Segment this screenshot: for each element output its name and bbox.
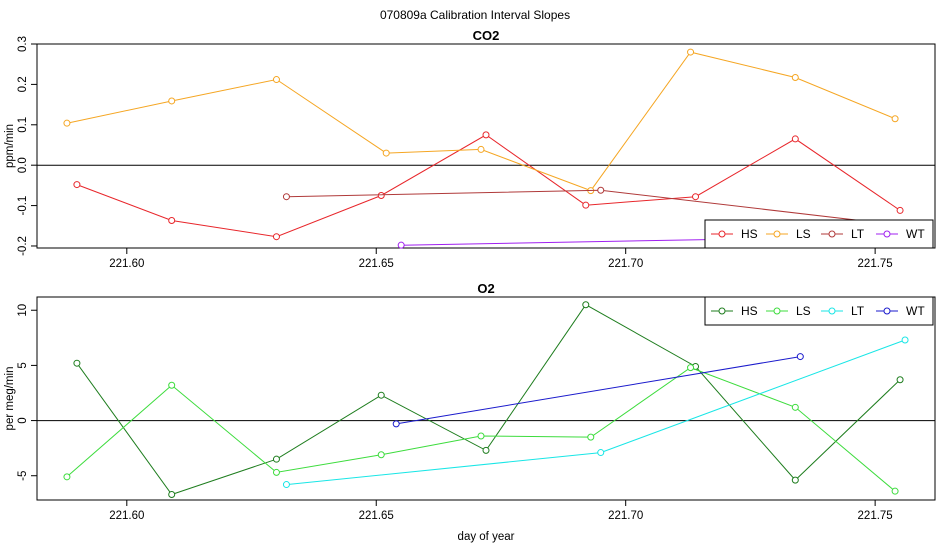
- co2-series-hs-point: [692, 193, 700, 201]
- o2-series-ls-point: [477, 432, 485, 440]
- o2-y-tick-label: 5: [17, 362, 29, 368]
- co2-legend-wt-swatch-point: [883, 230, 891, 238]
- o2-series-wt-point: [796, 353, 804, 361]
- o2-x-tick-label: 221.65: [359, 510, 394, 522]
- o2-legend-lt-swatch-point: [828, 307, 836, 315]
- co2-y-tick-label: -0.2: [17, 236, 29, 256]
- co2-panel-title: CO2: [473, 28, 500, 43]
- co2-series-hs-point: [582, 201, 590, 209]
- co2-legend-wt-label: WT: [906, 227, 925, 241]
- o2-series-hs-point: [272, 455, 280, 463]
- co2-y-tick-label: 0.0: [17, 157, 29, 173]
- co2-series-ls-point: [272, 76, 280, 84]
- o2-y-axis-label: per meg/min: [4, 367, 16, 431]
- co2-legend-hs-label: HS: [741, 227, 758, 241]
- co2-legend-ls-label: LS: [796, 227, 811, 241]
- co2-series-hs-point: [377, 191, 385, 199]
- o2-y-tick-label: -5: [17, 471, 29, 481]
- o2-series-ls-point: [272, 468, 280, 476]
- o2-series-hs-point: [791, 476, 799, 484]
- co2-x-tick-label: 221.60: [109, 258, 144, 270]
- o2-series-ls-point: [687, 364, 695, 372]
- o2-series-hs-point: [582, 301, 590, 309]
- o2-panel: O2 221.60 221.65 221.70 221.75 -5 0 5 10 per meg/…: [4, 281, 936, 543]
- co2-y-tick-label: 0.2: [17, 76, 29, 92]
- co2-series-hs-point: [168, 217, 176, 225]
- o2-series-hs-point: [482, 446, 490, 454]
- o2-legend-ls-label: LS: [796, 304, 811, 318]
- o2-series-ls-point: [891, 487, 899, 495]
- o2-panel-title: O2: [477, 281, 494, 296]
- co2-series-lt-point: [282, 193, 290, 201]
- co2-legend-ls-swatch-point: [773, 230, 781, 238]
- o2-series-lt-point: [282, 481, 290, 489]
- o2-legend-wt-label: WT: [906, 304, 925, 318]
- co2-series-hs-point: [791, 135, 799, 143]
- co2-panel: CO2 221.60 221.65 221.70 221.75 -0.2 -0.1 0.0 0.…: [4, 28, 936, 270]
- co2-series-ls-point: [687, 48, 695, 56]
- o2-legend: [704, 296, 934, 326]
- co2-y-tick-label: 0.3: [17, 36, 29, 52]
- co2-series-hs-point: [73, 181, 81, 189]
- co2-legend-lt-swatch-point: [828, 230, 836, 238]
- co2-series-ls-point: [382, 149, 390, 157]
- o2-y-tick-label: 0: [17, 417, 29, 423]
- co2-legend-hs-swatch-point: [718, 230, 726, 238]
- co2-x-tick-label: 221.65: [359, 258, 394, 270]
- co2-series-hs-point: [482, 131, 490, 139]
- o2-legend-hs-swatch-point: [718, 307, 726, 315]
- co2-series-ls-point: [791, 74, 799, 82]
- o2-series-ls-point: [587, 433, 595, 441]
- o2-legend-lt-label: LT: [851, 304, 865, 318]
- co2-series-ls-point: [891, 115, 899, 123]
- co2-series-hs-point: [272, 233, 280, 241]
- o2-series-ls-point: [63, 473, 71, 481]
- co2-series-ls-point: [168, 97, 176, 105]
- co2-plot-frame: [36, 43, 936, 249]
- o2-x-tick-label: 221.60: [109, 510, 144, 522]
- figure-title: 070809a Calibration Interval Slopes: [380, 8, 570, 22]
- co2-series-ls-point: [477, 145, 485, 153]
- o2-series-hs-point: [168, 490, 176, 498]
- co2-series-lt-point: [597, 186, 605, 194]
- o2-legend-hs-label: HS: [741, 304, 758, 318]
- o2-series-lt-line: [286, 339, 906, 486]
- o2-series-wt-line: [396, 356, 801, 425]
- o2-x-tick-label: 221.75: [858, 510, 893, 522]
- o2-x-tick-label: 221.70: [608, 510, 643, 522]
- co2-series-ls-line: [66, 51, 896, 192]
- o2-plot-frame: [36, 296, 936, 501]
- o2-legend-ls-swatch-point: [773, 307, 781, 315]
- co2-series-hs-point: [896, 206, 904, 214]
- o2-series-hs-point: [377, 391, 385, 399]
- o2-series-ls-point: [791, 403, 799, 411]
- o2-series-hs-line: [76, 304, 901, 496]
- co2-series-ls-point: [63, 119, 71, 127]
- co2-series-wt-point: [397, 241, 405, 249]
- co2-x-tick-label: 221.70: [608, 258, 643, 270]
- co2-y-tick-label: 0.1: [17, 117, 29, 133]
- o2-series-lt-point: [597, 449, 605, 457]
- o2-legend-wt-swatch-point: [883, 307, 891, 315]
- o2-series-ls-point: [377, 451, 385, 459]
- o2-series-wt-point: [392, 420, 400, 428]
- o2-x-axis-label: day of year: [458, 531, 515, 543]
- o2-series-ls-line: [66, 367, 896, 492]
- co2-legend-lt-label: LT: [851, 227, 865, 241]
- o2-series-hs-point: [896, 376, 904, 384]
- o2-y-tick-label: 10: [17, 304, 29, 317]
- co2-x-tick-label: 221.75: [858, 258, 893, 270]
- co2-y-tick-label: -0.1: [17, 196, 29, 216]
- co2-legend: [704, 219, 934, 249]
- co2-y-axis-label: ppm/min: [4, 124, 16, 168]
- o2-series-ls-point: [168, 381, 176, 389]
- o2-series-lt-point: [901, 336, 909, 344]
- o2-series-hs-point: [73, 359, 81, 367]
